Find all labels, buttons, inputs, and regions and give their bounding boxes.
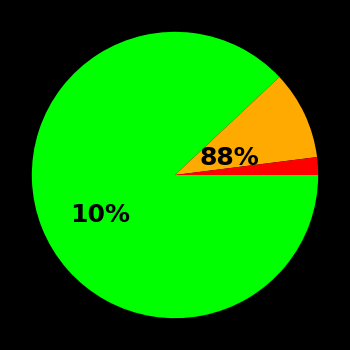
- Text: 10%: 10%: [71, 203, 131, 227]
- Wedge shape: [175, 157, 318, 175]
- Wedge shape: [175, 77, 317, 175]
- Text: 88%: 88%: [199, 146, 259, 170]
- Wedge shape: [32, 32, 318, 318]
